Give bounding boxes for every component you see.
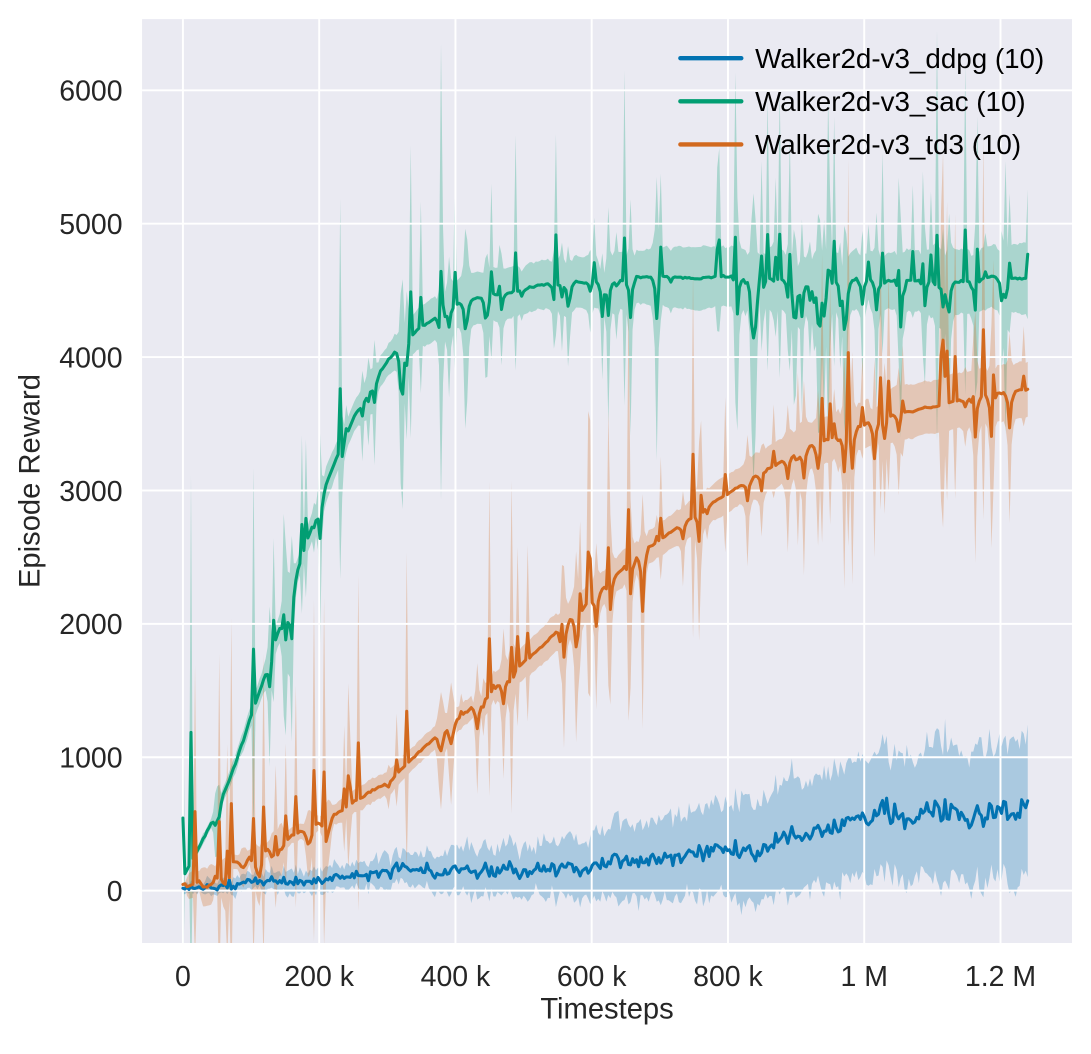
svg-text:0: 0 (107, 876, 123, 908)
svg-text:Walker2d-v3_ddpg (10): Walker2d-v3_ddpg (10) (755, 43, 1044, 74)
svg-text:800 k: 800 k (693, 961, 763, 993)
svg-text:400 k: 400 k (421, 961, 491, 993)
svg-text:6000: 6000 (59, 76, 122, 108)
svg-text:1 M: 1 M (840, 961, 887, 993)
svg-text:Walker2d-v3_td3 (10): Walker2d-v3_td3 (10) (755, 129, 1021, 160)
svg-text:0: 0 (175, 961, 191, 993)
svg-text:1.2 M: 1.2 M (965, 961, 1036, 993)
svg-text:Episode Reward: Episode Reward (14, 374, 46, 588)
svg-text:1000: 1000 (59, 743, 122, 775)
svg-text:4000: 4000 (59, 342, 122, 374)
svg-text:600 k: 600 k (557, 961, 627, 993)
svg-text:2000: 2000 (59, 609, 122, 641)
svg-text:5000: 5000 (59, 209, 122, 241)
svg-text:3000: 3000 (59, 476, 122, 508)
svg-text:Timesteps: Timesteps (540, 994, 673, 1026)
svg-text:200 k: 200 k (284, 961, 354, 993)
svg-text:Walker2d-v3_sac (10): Walker2d-v3_sac (10) (755, 86, 1026, 117)
